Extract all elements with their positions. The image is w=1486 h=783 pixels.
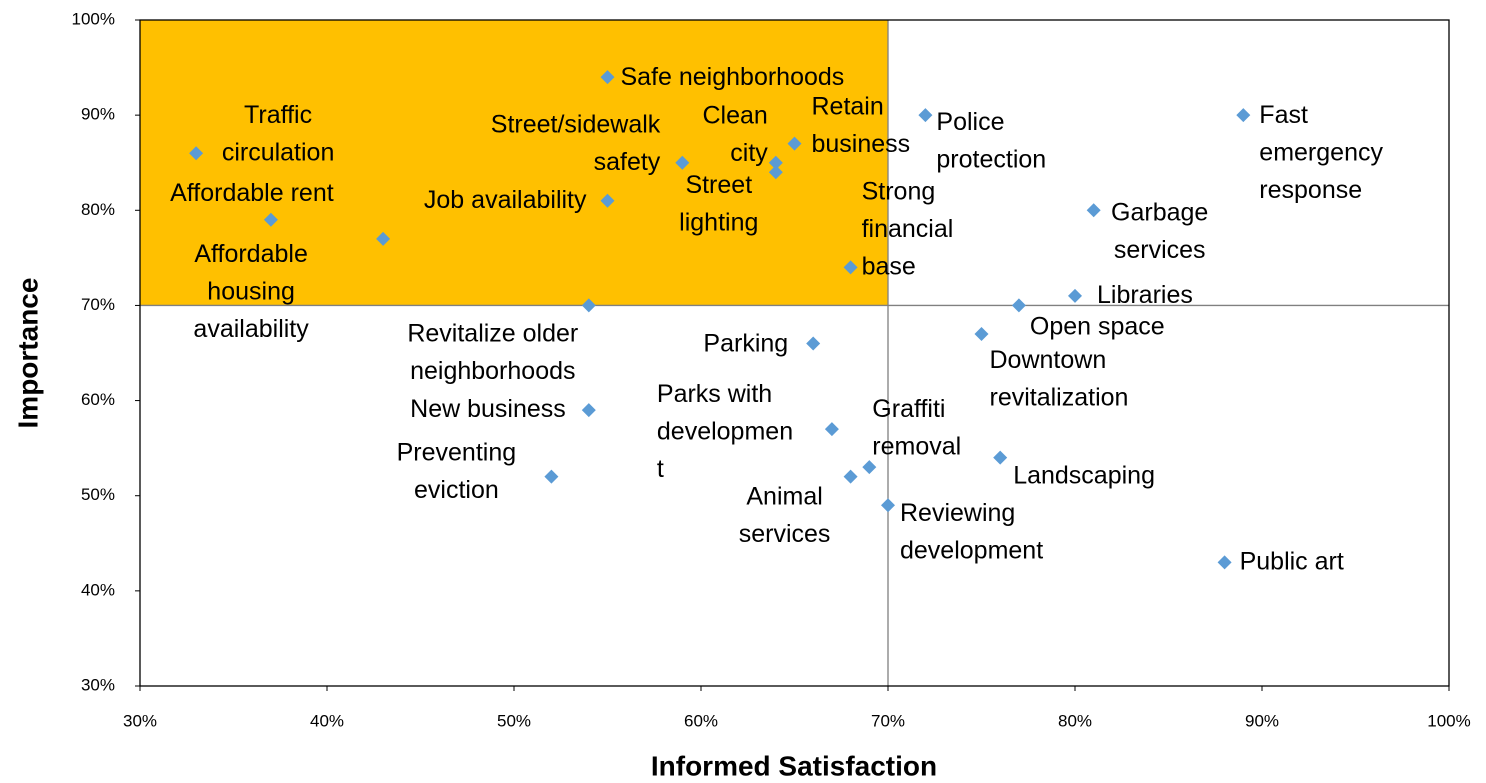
- point: [1086, 203, 1101, 218]
- point: [376, 231, 391, 246]
- point: [675, 155, 690, 170]
- point: [918, 108, 933, 123]
- point-label: Safe neighborhoods: [621, 63, 845, 91]
- highlight-quadrant: [140, 20, 888, 306]
- x-tick-label: 100%: [1427, 711, 1470, 730]
- point-label: Garbage services: [1111, 198, 1208, 263]
- x-tick-label: 90%: [1245, 711, 1279, 730]
- x-tick-label: 50%: [497, 711, 531, 730]
- point-label: Clean city: [702, 101, 768, 166]
- y-tick-label: 60%: [81, 390, 115, 409]
- point-label: Graffiti removal: [872, 395, 961, 461]
- point: [843, 260, 858, 275]
- point: [581, 403, 596, 418]
- point: [189, 146, 204, 161]
- plot-frame: [139, 19, 1450, 687]
- point-label: Public art: [1240, 547, 1344, 575]
- point: [263, 212, 278, 227]
- y-axis-title: Importance: [12, 278, 43, 429]
- point: [993, 450, 1008, 465]
- point: [1068, 288, 1082, 303]
- point-label: Traffic circulation: [222, 101, 335, 167]
- x-tick-label: 40%: [310, 711, 344, 730]
- point: [581, 298, 596, 313]
- point-label: Libraries: [1097, 281, 1193, 309]
- point: [768, 165, 783, 180]
- point: [881, 498, 895, 513]
- x-tick-label: 30%: [123, 711, 157, 730]
- point-label: Strong financial base: [862, 177, 954, 280]
- point-label: Police protection: [936, 108, 1046, 173]
- point: [1217, 555, 1232, 570]
- point-label: Parks with developmen t: [657, 380, 793, 483]
- point-label: New business: [410, 395, 566, 423]
- point-label: Open space: [1030, 312, 1165, 340]
- x-tick-label: 70%: [871, 711, 905, 730]
- y-tick-label: 80%: [81, 200, 115, 219]
- point-label: Affordable rent: [170, 178, 334, 206]
- y-tick-label: 90%: [81, 105, 115, 124]
- point-label: Reviewing development: [900, 499, 1043, 565]
- point-label: Animal services: [739, 482, 831, 548]
- point-label: Landscaping: [1013, 461, 1155, 489]
- point: [600, 193, 615, 208]
- point-label: Revitalize older neighborhoods: [407, 319, 578, 385]
- point: [824, 422, 839, 437]
- point: [862, 460, 877, 475]
- point-label: Street/sidewalk safety: [491, 110, 661, 175]
- y-tick-label: 30%: [81, 675, 115, 694]
- x-tick-label: 80%: [1058, 711, 1092, 730]
- y-tick-label: 50%: [81, 485, 115, 504]
- point-label: Street lighting: [679, 171, 758, 237]
- y-tick-label: 70%: [81, 295, 115, 314]
- point-label: Parking: [703, 329, 788, 357]
- x-tick-label: 60%: [684, 711, 718, 730]
- y-tick-label: 40%: [81, 580, 115, 599]
- point: [1236, 108, 1251, 123]
- point-label: Downtown revitalization: [990, 346, 1129, 412]
- point: [787, 136, 802, 151]
- point: [544, 469, 559, 484]
- point-label: Affordable housing availability: [193, 239, 309, 342]
- point: [806, 336, 821, 351]
- x-axis-title: Informed Satisfaction: [651, 750, 937, 781]
- point: [1011, 298, 1026, 313]
- point: [843, 469, 858, 484]
- point-label: Retain business: [812, 92, 911, 158]
- point: [768, 155, 783, 170]
- point-label: Fast emergency response: [1259, 101, 1383, 204]
- point-label: Job availability: [424, 185, 587, 213]
- y-tick-label: 100%: [72, 9, 115, 28]
- point: [974, 326, 989, 341]
- point-label: Preventing eviction: [397, 438, 517, 504]
- point: [600, 70, 615, 85]
